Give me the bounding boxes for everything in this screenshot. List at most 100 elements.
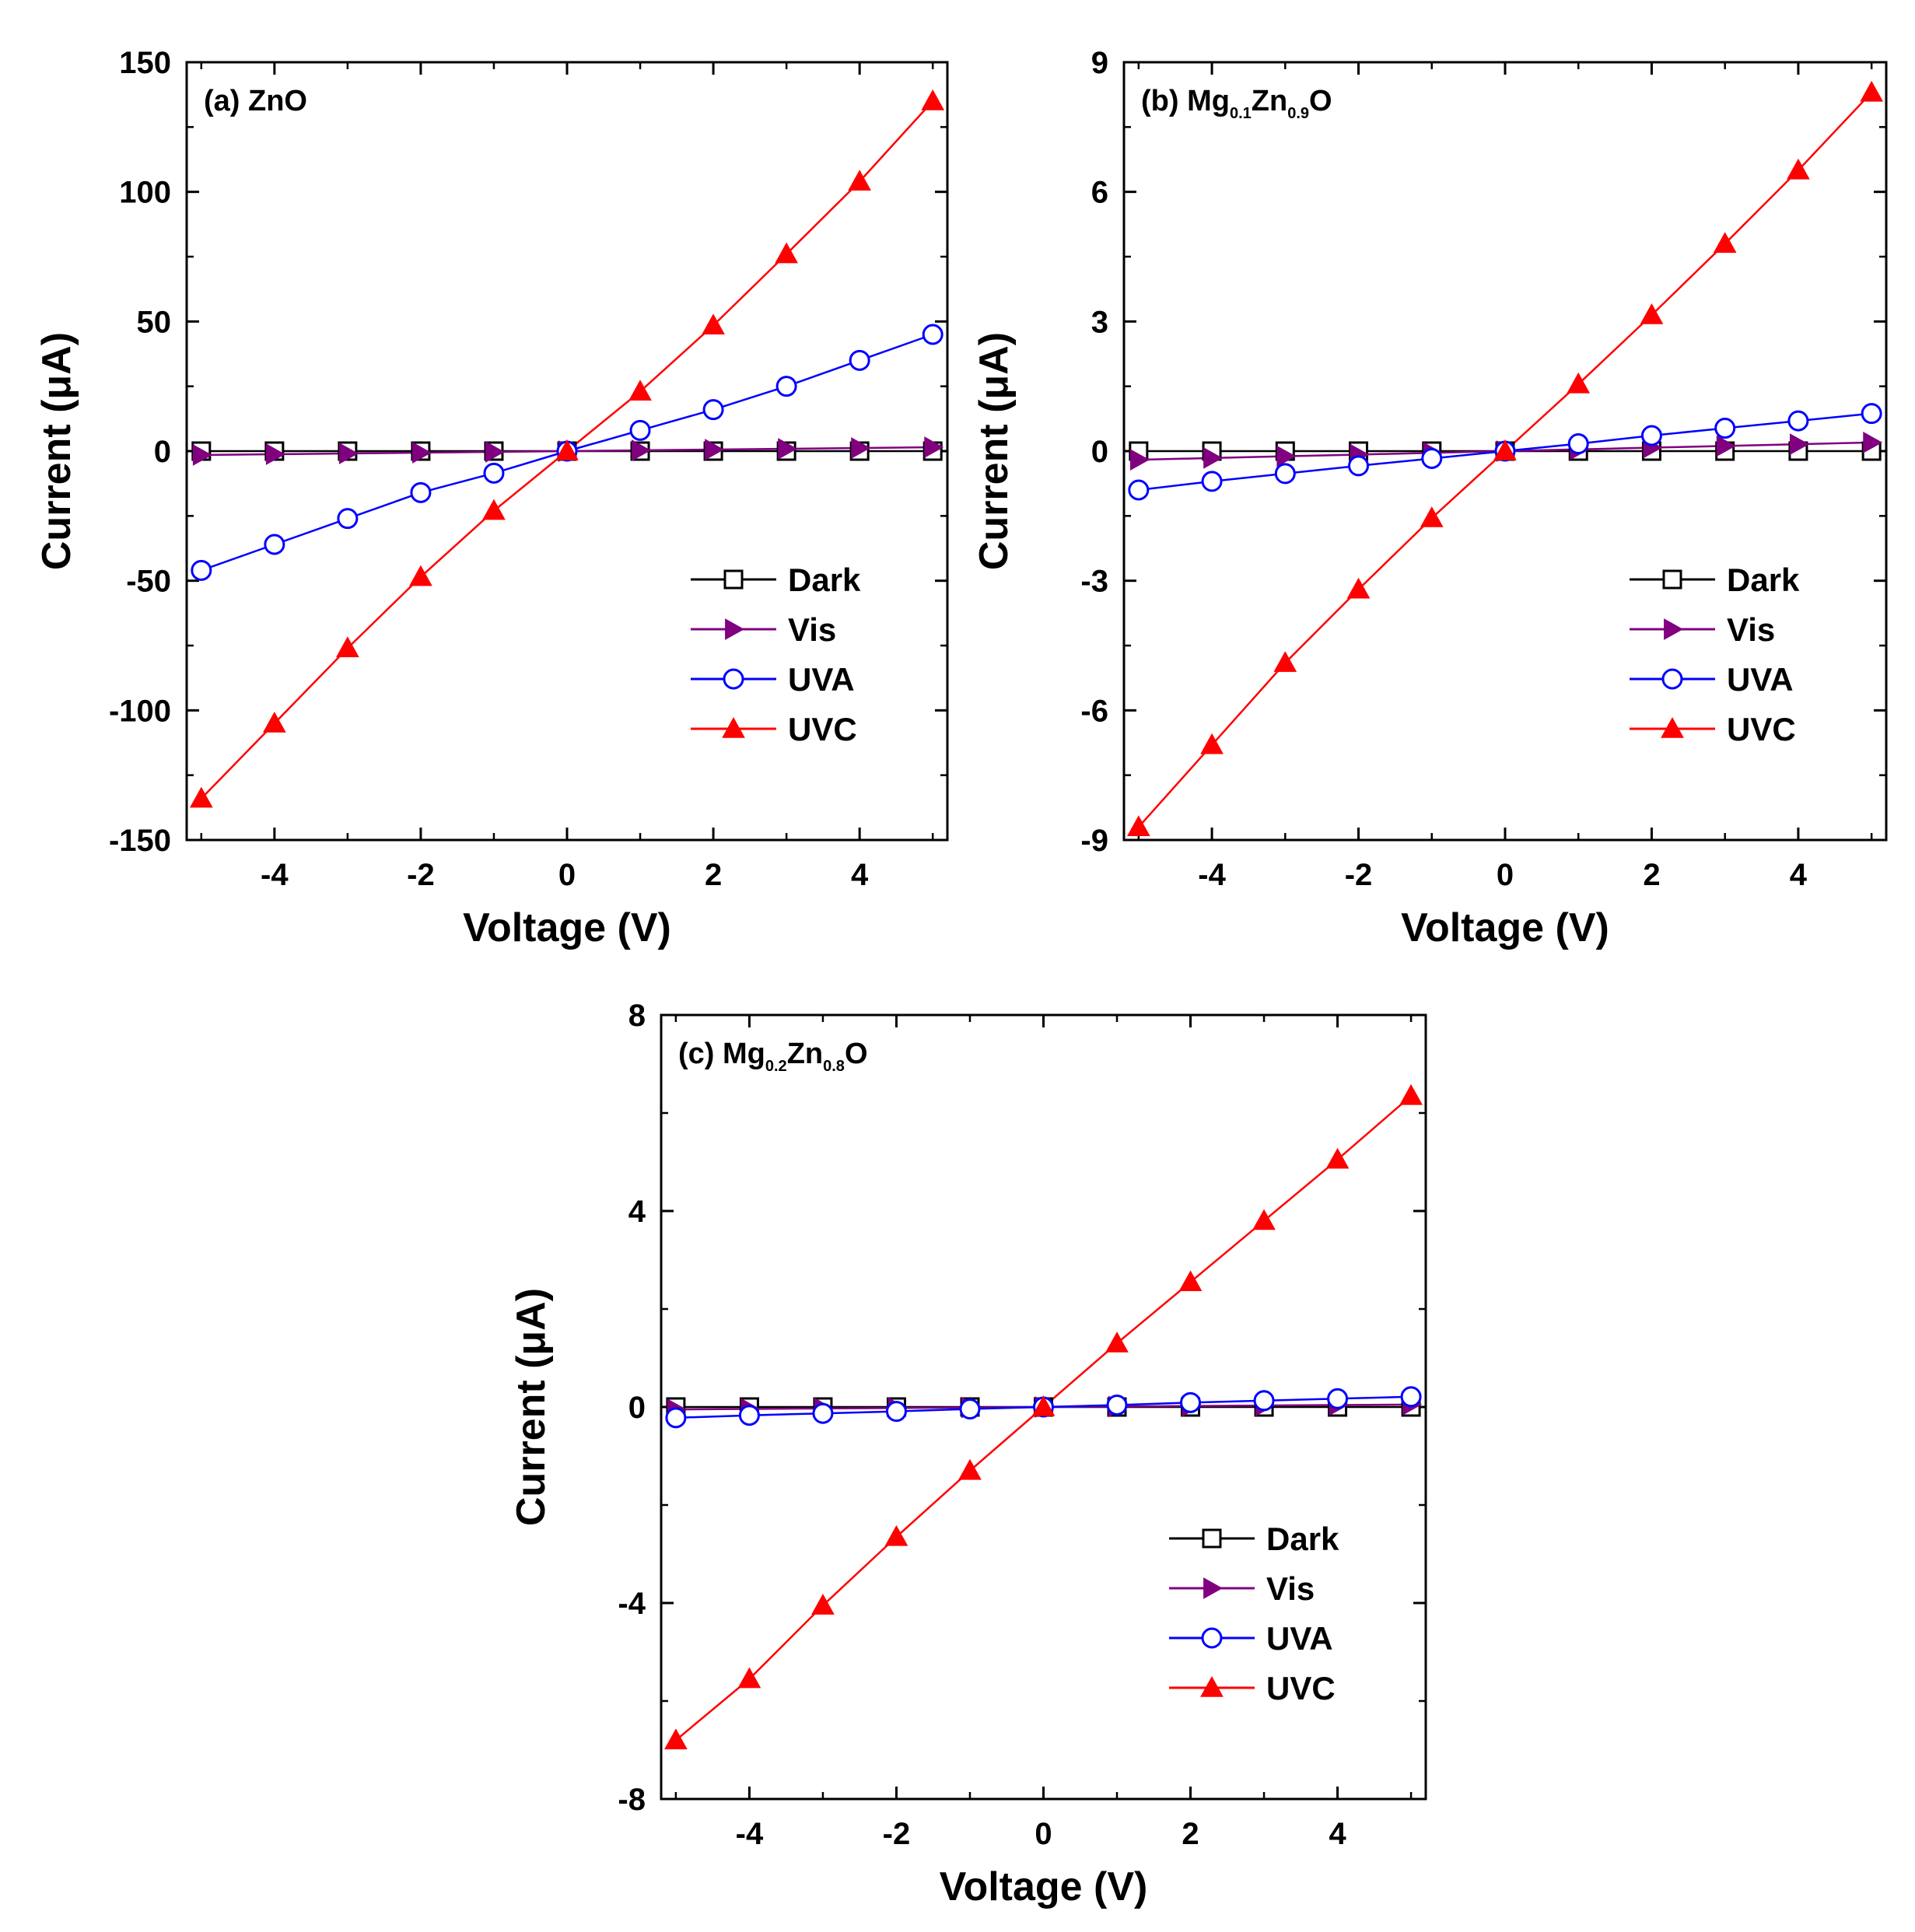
y-tick-label: 50 [137,305,172,339]
data-point-uvc [1399,1083,1423,1105]
y-tick-label: -3 [1080,565,1108,599]
y-tick-label: 3 [1091,305,1108,339]
data-point-vis [338,443,359,464]
data-point-uva [337,508,359,530]
data-point-vis [265,443,285,465]
data-point-uva [702,399,724,421]
data-point-uva [885,1401,907,1423]
data-point-uva [1327,1388,1349,1409]
x-axis-label: Voltage (V) [940,1864,1148,1909]
data-point-vis [1129,449,1150,471]
legend-marker-uvc [1200,1675,1224,1697]
legend-marker-dark [723,569,744,590]
x-tick-label: 4 [851,858,869,892]
data-point-uva [1348,455,1370,477]
panel-label-part: (b) Mg [1141,85,1230,117]
y-tick-label: 0 [1091,435,1108,469]
x-tick-label: 2 [1182,1817,1199,1851]
legend-label-vis: Vis [1727,611,1775,648]
legend-marker-dark [1202,1528,1222,1549]
data-point-vis [192,444,212,466]
data-point-uvc [262,711,286,733]
panel-label-part: (c) Mg [678,1038,765,1070]
data-point-uvc [555,439,579,460]
data-point-uvc [737,1667,761,1689]
x-tick-label: 2 [705,858,722,892]
y-axis-label: Current (μA) [509,1288,554,1526]
y-tick-label: -150 [109,824,171,858]
panel-label-subscript: 0.9 [1287,105,1309,122]
data-point-uva [738,1405,760,1426]
data-point-uva [1861,403,1882,425]
data-point-uvc [811,1594,835,1615]
panel-label-subscript: 0.2 [765,1058,787,1075]
legend-label-uva: UVA [788,661,855,698]
data-point-uvc [775,242,798,264]
legend-marker-uvc [722,716,745,738]
y-tick-label: -50 [126,565,171,599]
legend-label-vis: Vis [1266,1570,1315,1607]
data-point-uvc [1031,1395,1056,1416]
data-point-uvc [884,1524,908,1546]
data-point-uvc [664,1728,688,1750]
legend-marker-uva [723,668,744,690]
y-tick-label: 6 [1091,176,1108,210]
data-point-uvc [628,380,652,401]
data-point-uva [483,462,505,484]
data-point-uvc [702,313,725,335]
data-point-vis [851,437,871,459]
data-point-uvc [1787,158,1810,180]
legend-label-uvc: UVC [788,711,857,747]
legend-label-dark: Dark [1266,1521,1339,1557]
data-point-vis [485,441,505,463]
data-point-uvc [1640,303,1664,324]
panel-label-part: O [1309,85,1332,117]
legend-marker-vis [725,618,745,640]
x-tick-label: -2 [883,1817,911,1851]
panel-label-part: (a) ZnO [204,85,307,117]
x-tick-label: 0 [1497,858,1514,892]
y-axis-label: Current (μA) [34,332,79,570]
data-point-uva [410,481,432,503]
panel-label-subscript: 0.1 [1230,105,1252,122]
data-point-vis [632,439,652,461]
data-point-vis [1203,447,1224,469]
panel-label: (a) ZnO [204,85,307,117]
data-point-vis [1716,435,1736,457]
panel-c-mg02zn08o: -8 -4 0 4 8 -4 -2 0 2 4 Voltage (V) Current (μA) (c)… [509,999,1427,1909]
legend-marker-vis [1664,618,1684,640]
data-point-uva [1180,1391,1202,1413]
data-point-uva [922,324,943,345]
data-point-uva [629,419,651,441]
x-axis-label: Voltage (V) [1401,905,1609,950]
y-tick-label: 150 [119,46,171,80]
data-point-uva [264,534,285,555]
legend-label-dark: Dark [788,562,861,598]
data-point-uvc [1420,506,1444,527]
data-point-vis [412,442,432,464]
data-point-uva [1714,418,1736,439]
data-point-uvc [1200,733,1224,754]
x-tick-label: 4 [1329,1817,1346,1851]
data-point-uvc [1105,1332,1129,1353]
data-point-vis [705,439,725,460]
y-tick-label: 4 [628,1195,646,1229]
data-point-vis [1276,445,1297,467]
panel-label-subscript: 0.8 [823,1058,845,1075]
y-tick-label: -8 [618,1783,646,1817]
data-point-uvc [1346,577,1371,599]
panel-a-zno: -150 -100 -50 0 50 100 150 -4 -2 0 2 4 Voltage (V) Cu… [34,46,949,950]
x-tick-label: 2 [1643,858,1660,892]
x-tick-label: 0 [558,858,576,892]
legend-marker-uva [1661,668,1683,690]
data-point-uvc [1273,651,1297,672]
data-point-uva [1640,425,1662,446]
data-point-uvc [1493,439,1517,460]
data-point-vis [924,436,944,458]
panel-label-part: Zn [787,1038,823,1070]
data-point-uva [665,1407,687,1429]
x-axis-label: Voltage (V) [463,905,671,950]
data-point-uva [1787,410,1809,432]
data-point-uvc [1860,80,1884,102]
data-point-uvc [958,1458,982,1480]
